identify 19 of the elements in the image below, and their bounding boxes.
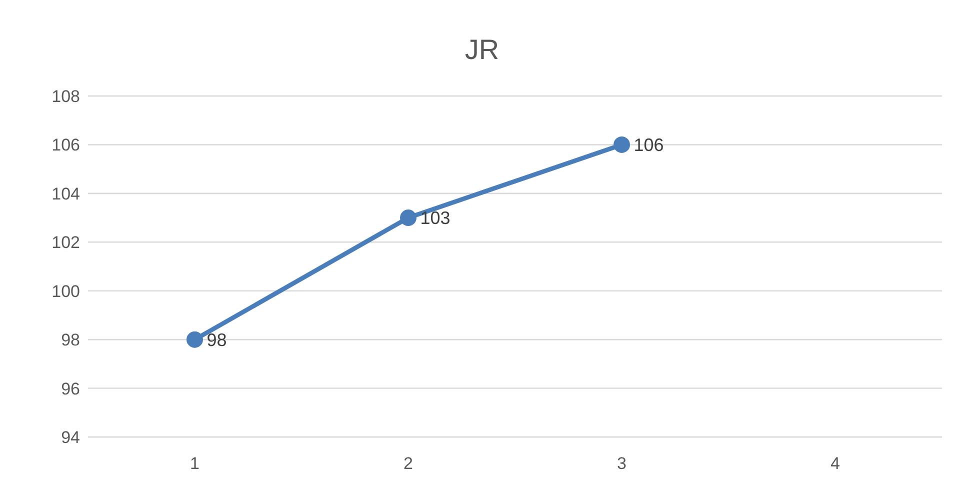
y-tick-label: 102 [52, 233, 80, 252]
x-tick-label: 1 [190, 454, 200, 474]
point [400, 210, 416, 226]
y-tick-label: 106 [52, 136, 80, 155]
chart-title: JR [464, 34, 500, 66]
y-tick-label: 108 [52, 87, 80, 106]
data-label: 98 [206, 330, 227, 350]
point [614, 136, 630, 153]
x-tick-label: 4 [830, 454, 840, 474]
y-tick-label: 104 [52, 184, 80, 204]
data-label: 106 [634, 135, 664, 156]
y-tick-label: 94 [61, 428, 80, 448]
x-tick-label: 3 [617, 454, 626, 474]
data-label: 103 [420, 208, 450, 228]
x-tick-label: 2 [404, 454, 413, 474]
y-tick-label: 100 [52, 282, 80, 301]
y-tick-label: 96 [61, 379, 80, 398]
point [186, 331, 203, 348]
y-tick-label: 98 [61, 330, 80, 350]
